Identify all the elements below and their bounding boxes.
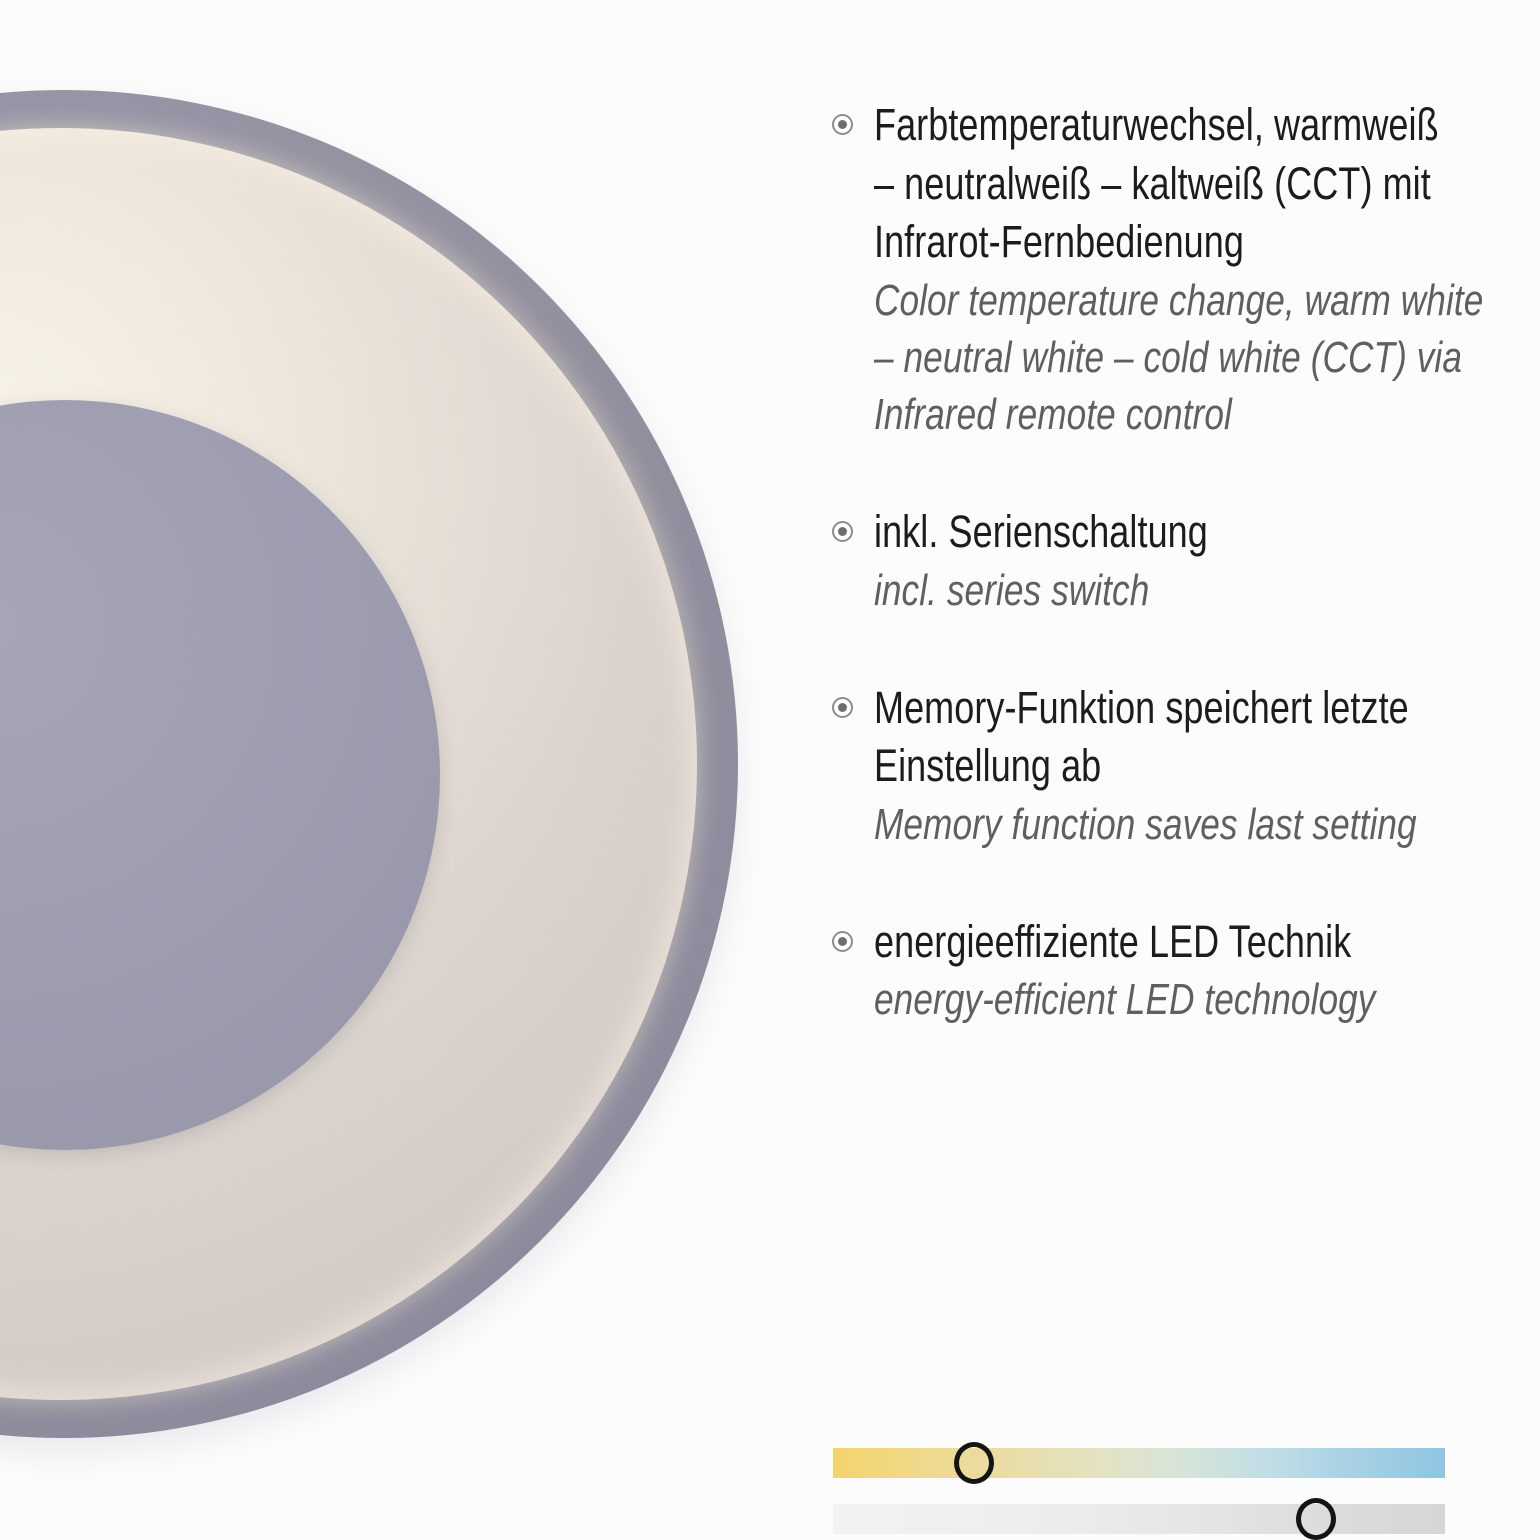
feature-line: Memory-Funktion speichert letzte xyxy=(874,681,1409,733)
feature-item-cct: Farbtemperaturwechsel, warmweiß – neutra… xyxy=(832,96,1540,443)
feature-line: energieeffiziente LED Technik xyxy=(874,915,1352,967)
ring-dot-bullet-icon xyxy=(832,696,853,718)
feature-line: incl. series switch xyxy=(874,565,1150,615)
feature-text-en: incl. series switch xyxy=(874,562,1540,619)
feature-line: Infrared remote control xyxy=(874,389,1232,439)
product-photo xyxy=(0,90,738,1438)
feature-line: Farbtemperaturwechsel, warmweiß xyxy=(874,99,1439,150)
feature-text-en: energy-efficient LED technology xyxy=(874,971,1540,1028)
slider-group xyxy=(833,1442,1445,1540)
feature-text-de: energieeffiziente LED Technik xyxy=(874,913,1540,972)
feature-line: – neutralweiß – kaltweiß (CCT) mit xyxy=(874,157,1431,209)
feature-line: energy-efficient LED technology xyxy=(874,975,1376,1025)
color-temperature-slider-handle[interactable] xyxy=(953,1442,994,1484)
feature-text-en: Color temperature change, warm white – n… xyxy=(874,272,1540,444)
feature-list: Farbtemperaturwechsel, warmweiß – neutra… xyxy=(832,96,1540,1089)
feature-line: Infrarot-Fernbedienung xyxy=(874,216,1244,267)
ring-dot-bullet-icon xyxy=(832,930,853,952)
feature-text-en: Memory function saves last setting xyxy=(874,796,1540,853)
ring-dot-bullet-icon xyxy=(832,114,853,135)
feature-line: Einstellung ab xyxy=(874,740,1102,792)
ring-dot-bullet-icon xyxy=(832,521,853,543)
color-temperature-slider[interactable] xyxy=(833,1442,1445,1484)
feature-line: inkl. Serienschaltung xyxy=(874,506,1208,558)
feature-text-de: inkl. Serienschaltung xyxy=(874,503,1540,562)
feature-text-de: Memory-Funktion speichert letzte Einstel… xyxy=(874,679,1540,796)
brightness-slider-handle[interactable] xyxy=(1296,1498,1337,1540)
feature-item-memory-function: Memory-Funktion speichert letzte Einstel… xyxy=(832,679,1540,853)
brightness-slider-track[interactable] xyxy=(833,1504,1445,1534)
feature-line: – neutral white – cold white (CCT) via xyxy=(874,332,1462,382)
feature-text-de: Farbtemperaturwechsel, warmweiß – neutra… xyxy=(874,96,1540,272)
color-temperature-slider-track[interactable] xyxy=(833,1448,1445,1478)
feature-item-series-switch: inkl. Serienschaltung incl. series switc… xyxy=(832,503,1540,619)
feature-line: Memory function saves last setting xyxy=(874,799,1417,849)
feature-line: Color temperature change, warm white xyxy=(874,275,1484,325)
feature-item-led-technology: energieeffiziente LED Technik energy-eff… xyxy=(832,913,1540,1029)
brightness-slider[interactable] xyxy=(833,1498,1445,1540)
